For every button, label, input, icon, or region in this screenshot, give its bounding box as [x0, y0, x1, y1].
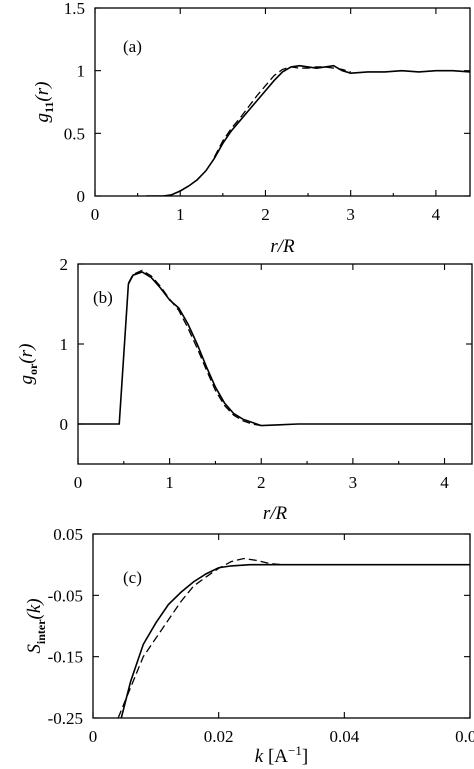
panel-b: 0 1 2 3 4 0 1 2 (b) r/R gor(r) [16, 255, 473, 524]
series-line-solid [120, 563, 470, 718]
y-axis-label: gor(r) [16, 344, 40, 385]
x-axis-label: r/R [270, 236, 295, 257]
x-axis-label: r/R [263, 503, 288, 524]
x-tick-label: 0 [89, 727, 98, 746]
panel-label: (b) [93, 288, 113, 307]
x-tick-label: 0 [91, 205, 100, 224]
y-tick-label: 0 [60, 415, 69, 434]
x-tick-label: 0 [74, 473, 83, 492]
y-tick-label: 0.5 [64, 124, 85, 143]
series-line-solid [146, 64, 470, 196]
x-tick-label: 0.04 [329, 727, 359, 746]
y-axis-label: Sinter(k) [24, 598, 48, 653]
y-tick-label: 0.05 [53, 525, 83, 544]
panel-label: (a) [123, 37, 142, 56]
series-line-solid [78, 271, 472, 427]
y-tick-label: -0.05 [48, 586, 83, 605]
x-tick-label: 2 [257, 473, 266, 492]
y-tick-label: 1 [60, 335, 69, 354]
x-tick-label: 0.02 [204, 727, 234, 746]
x-axis-label: k [A−1] [255, 743, 308, 767]
plot-frame [92, 533, 471, 719]
panel-a: 0 1 2 3 4 0 0.5 1 1.5 (a) r/R g11(r) [32, 0, 471, 257]
series-line-dashed [213, 66, 351, 158]
plot-frame [77, 263, 473, 465]
series-line-dashed [117, 557, 313, 718]
y-axis-label: g11(r) [32, 82, 56, 123]
x-tick-label: 0.06 [455, 727, 474, 746]
series-line-dashed [127, 269, 262, 427]
y-tick-label: 2 [60, 255, 69, 274]
y-tick-label: 0 [77, 187, 86, 206]
panel-c: 0 0.02 0.04 0.06 -0.25 -0.15 -0.05 0.05 (c) k [A−… [24, 525, 474, 767]
x-tick-label: 3 [349, 473, 358, 492]
y-tick-label: 1.5 [64, 0, 85, 18]
x-tick-label: 4 [440, 473, 449, 492]
x-tick-label: 3 [346, 205, 355, 224]
x-tick-label: 1 [165, 473, 174, 492]
y-tick-label: -0.15 [48, 648, 83, 667]
y-tick-label: -0.25 [48, 709, 83, 728]
x-tick-label: 2 [261, 205, 270, 224]
y-tick-label: 1 [77, 62, 86, 81]
panel-label: (c) [123, 568, 142, 587]
x-tick-label: 1 [176, 205, 185, 224]
x-tick-label: 4 [432, 205, 441, 224]
plot-frame [94, 7, 471, 197]
